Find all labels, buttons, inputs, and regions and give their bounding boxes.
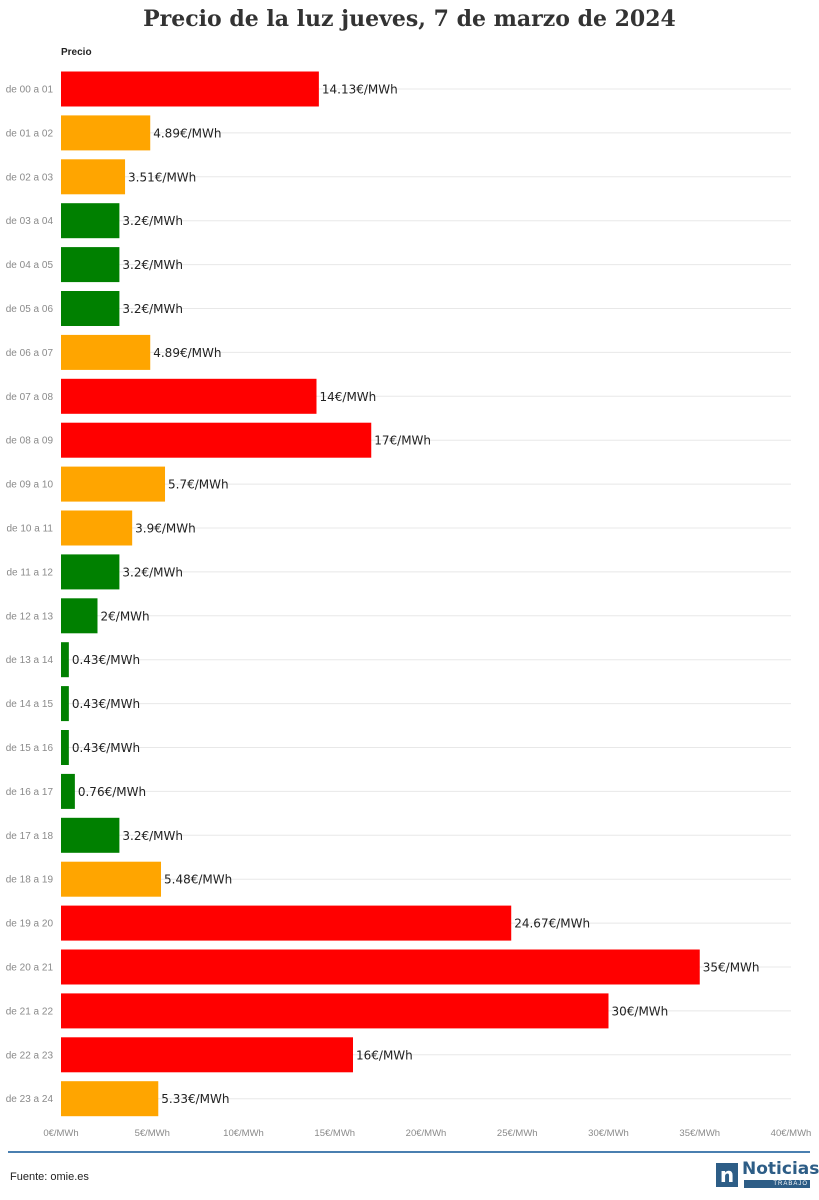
category-label: de 22 a 23 xyxy=(6,1050,54,1061)
bar-de-00-a-01[interactable] xyxy=(61,71,319,107)
category-label: de 09 a 10 xyxy=(6,480,54,491)
value-label: 4.89€/MWh xyxy=(153,346,221,360)
category-label: de 14 a 15 xyxy=(6,699,54,710)
value-label: 30€/MWh xyxy=(612,1004,669,1018)
value-label: 3.9€/MWh xyxy=(135,522,196,536)
category-label: de 12 a 13 xyxy=(6,611,54,622)
category-label: de 21 a 22 xyxy=(6,1006,54,1017)
bar-de-03-a-04[interactable] xyxy=(61,203,120,239)
category-label: de 02 a 03 xyxy=(6,172,54,183)
grid-layer xyxy=(61,88,791,1100)
bar-de-21-a-22[interactable] xyxy=(61,993,609,1029)
x-tick-label: 40€/MWh xyxy=(771,1128,812,1139)
category-label: de 01 a 02 xyxy=(6,128,54,139)
x-tick-label: 5€/MWh xyxy=(135,1128,170,1139)
x-tick-label: 20€/MWh xyxy=(406,1128,447,1139)
bar-de-14-a-15[interactable] xyxy=(61,686,69,722)
bar-de-22-a-23[interactable] xyxy=(61,1037,353,1073)
value-label: 0.43€/MWh xyxy=(72,741,140,755)
category-label: de 18 a 19 xyxy=(6,875,54,886)
bar-chart: de 00 a 01 14.13€/MWh de 01 a 02 4.89€/MWh d… xyxy=(6,71,811,1139)
logo-n-icon: n xyxy=(716,1163,738,1187)
bar-layer xyxy=(61,71,700,1117)
category-label: de 16 a 17 xyxy=(6,787,54,798)
value-label: 3.2€/MWh xyxy=(122,214,183,228)
category-label: de 19 a 20 xyxy=(6,919,54,930)
bar-de-10-a-11[interactable] xyxy=(61,510,133,546)
bar-de-12-a-13[interactable] xyxy=(61,598,98,634)
category-label: de 15 a 16 xyxy=(6,743,54,754)
bar-de-11-a-12[interactable] xyxy=(61,554,120,590)
bar-de-23-a-24[interactable] xyxy=(61,1081,159,1117)
value-label: 3.2€/MWh xyxy=(122,258,183,272)
bar-de-19-a-20[interactable] xyxy=(61,905,512,941)
value-label: 5.48€/MWh xyxy=(164,873,232,887)
category-label: de 00 a 01 xyxy=(6,85,54,96)
value-label: 0.43€/MWh xyxy=(72,697,140,711)
x-tick-label: 10€/MWh xyxy=(223,1128,264,1139)
value-label: 2€/MWh xyxy=(101,609,150,623)
value-label: 3.2€/MWh xyxy=(122,565,183,579)
category-label: de 06 a 07 xyxy=(6,348,54,359)
bar-de-01-a-02[interactable] xyxy=(61,115,151,151)
bar-de-07-a-08[interactable] xyxy=(61,378,317,414)
x-tick-label: 25€/MWh xyxy=(497,1128,538,1139)
category-label: de 17 a 18 xyxy=(6,831,54,842)
value-label: 17€/MWh xyxy=(374,434,431,448)
chart-title: Precio de la luz jueves, 7 de marzo de 2… xyxy=(143,6,676,32)
category-label: de 04 a 05 xyxy=(6,260,54,271)
value-label: 14.13€/MWh xyxy=(322,83,398,97)
x-tick-label: 35€/MWh xyxy=(679,1128,720,1139)
value-label: 14€/MWh xyxy=(320,390,377,404)
bar-de-13-a-14[interactable] xyxy=(61,642,69,678)
category-label: de 20 a 21 xyxy=(6,963,54,974)
category-label: de 13 a 14 xyxy=(6,655,54,666)
x-tick-label: 0€/MWh xyxy=(43,1128,78,1139)
x-tick-label: 30€/MWh xyxy=(588,1128,629,1139)
value-label: 0.76€/MWh xyxy=(78,785,146,799)
bar-de-16-a-17[interactable] xyxy=(61,773,75,809)
category-label: de 23 a 24 xyxy=(6,1094,54,1105)
value-label: 3.51€/MWh xyxy=(128,170,196,184)
series-label: Precio xyxy=(61,47,92,58)
value-label: 35€/MWh xyxy=(703,961,760,975)
label-layer: de 00 a 01 14.13€/MWh de 01 a 02 4.89€/MWh d… xyxy=(6,83,760,1107)
source-note: Fuente: omie.es xyxy=(10,1171,89,1183)
bar-de-20-a-21[interactable] xyxy=(61,949,700,985)
bar-de-15-a-16[interactable] xyxy=(61,730,69,765)
category-label: de 10 a 11 xyxy=(6,524,53,535)
value-label: 3.2€/MWh xyxy=(122,302,183,316)
bar-de-09-a-10[interactable] xyxy=(61,466,166,502)
bar-de-18-a-19[interactable] xyxy=(61,861,162,897)
bar-de-05-a-06[interactable] xyxy=(61,291,120,326)
bar-de-04-a-05[interactable] xyxy=(61,247,120,283)
bar-de-17-a-18[interactable] xyxy=(61,817,120,853)
logo-name: Noticias xyxy=(742,1159,819,1179)
value-label: 5.7€/MWh xyxy=(168,478,229,492)
x-tick-label: 15€/MWh xyxy=(314,1128,355,1139)
category-label: de 07 a 08 xyxy=(6,392,54,403)
value-label: 16€/MWh xyxy=(356,1048,413,1062)
category-label: de 11 a 12 xyxy=(6,567,53,578)
value-label: 5.33€/MWh xyxy=(161,1092,229,1106)
category-label: de 05 a 06 xyxy=(6,304,54,315)
value-label: 24.67€/MWh xyxy=(514,917,590,931)
logo-subtitle: TRABAJO xyxy=(744,1180,810,1188)
category-label: de 08 a 09 xyxy=(6,436,54,447)
bar-de-08-a-09[interactable] xyxy=(61,422,372,458)
value-label: 0.43€/MWh xyxy=(72,653,140,667)
footer-rule xyxy=(8,1151,810,1153)
x-axis-ticks: 0€/MWh 5€/MWh 10€/MWh 15€/MWh 20€/MWh 25€/MWh… xyxy=(43,1128,811,1139)
category-label: de 03 a 04 xyxy=(6,216,54,227)
bar-de-02-a-03[interactable] xyxy=(61,159,126,195)
value-label: 4.89€/MWh xyxy=(153,126,221,140)
bar-de-06-a-07[interactable] xyxy=(61,334,151,370)
value-label: 3.2€/MWh xyxy=(122,829,183,843)
